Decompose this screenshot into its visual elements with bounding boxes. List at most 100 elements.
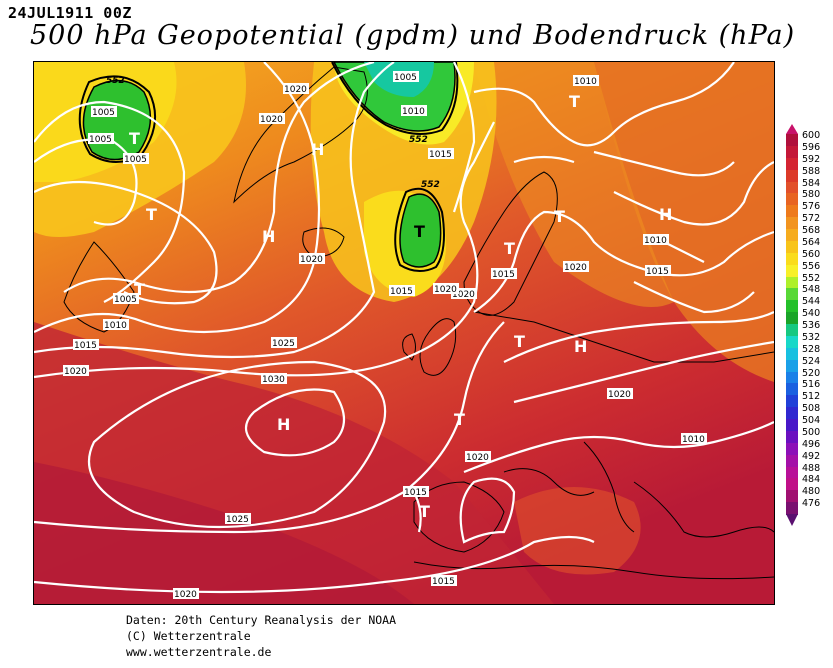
low-area-northwest xyxy=(82,79,152,161)
pressure-centers: T T T T T T T T T H H H H H T xyxy=(129,92,672,521)
labrador-coast xyxy=(63,241,135,333)
colorbar-label: 592 xyxy=(802,153,821,165)
low-pressure-marker: T xyxy=(146,205,157,224)
isobar-label-box xyxy=(563,261,589,272)
isobar-label: 1015 xyxy=(390,287,413,297)
weather-map[interactable]: 1005 1005 1020 1020 1005 1010 1015 1010 1020 1015… xyxy=(33,61,775,605)
isobar-label-box xyxy=(283,83,309,94)
isobar-label-box xyxy=(645,265,671,276)
colorbar-label: 552 xyxy=(802,272,821,284)
isobar-label: 1015 xyxy=(646,267,669,277)
isobar-label: 1005 xyxy=(114,295,137,305)
isobar-label-box xyxy=(73,339,99,350)
iberia-coast xyxy=(413,481,505,553)
isobar-label: 1010 xyxy=(402,107,425,117)
isobar-label-box xyxy=(88,133,114,144)
colorbar-segment xyxy=(786,134,798,147)
isobar-label-box xyxy=(123,153,149,164)
isobar-label-box xyxy=(63,365,89,376)
low-pressure-marker: T xyxy=(134,280,145,299)
isobar-label-box xyxy=(428,148,454,159)
isobar-label-box xyxy=(225,513,251,524)
colorbar-label: 600 xyxy=(802,130,821,141)
isobar-label-box xyxy=(91,106,117,117)
high-pressure-marker: H xyxy=(262,227,275,246)
isobar-label-box xyxy=(451,288,477,299)
france-south-coast xyxy=(503,468,595,496)
low-pressure-marker: T xyxy=(554,207,565,226)
colorbar-segment xyxy=(786,454,798,467)
colorbar-segment xyxy=(786,181,798,194)
isobar-label-box xyxy=(103,319,129,330)
colorbar-segment xyxy=(786,430,798,444)
colorbar-segment xyxy=(786,240,798,254)
isobar-label-box xyxy=(465,451,491,462)
colorbar-segment xyxy=(786,300,798,313)
isobar-label-box xyxy=(401,105,427,116)
high-pressure-marker: H xyxy=(311,140,324,159)
colorbar-label: 544 xyxy=(802,296,821,308)
colorbar-segment xyxy=(786,335,798,349)
colorbar-label: 536 xyxy=(802,320,821,331)
geopotential-patch-iberia xyxy=(514,487,641,575)
colorbar-segment xyxy=(786,264,798,277)
isobar-label-box xyxy=(173,588,199,599)
isobar-label: 1020 xyxy=(174,590,197,600)
isobar-label: 1015 xyxy=(404,488,427,498)
colorbar-label: 540 xyxy=(802,308,821,320)
isobar-label: 1020 xyxy=(452,290,475,300)
isobar-label: 1020 xyxy=(564,263,587,273)
isobar-label: 1015 xyxy=(492,270,515,280)
isobar-label-box xyxy=(389,285,415,296)
colorbar-label: 480 xyxy=(802,486,821,498)
low-pressure-marker: T xyxy=(454,410,465,429)
isobar-label-box xyxy=(491,268,517,279)
colorbar-bottom-arrow xyxy=(786,514,798,526)
isobar-label-box xyxy=(403,486,429,497)
isobar-label-box xyxy=(607,388,633,399)
low-pressure-marker: T xyxy=(129,129,140,148)
isobar-label: 1010 xyxy=(644,236,667,246)
colorbar-segment xyxy=(786,466,798,479)
colorbar-segment xyxy=(786,252,798,266)
isobar-labels: 1005100510201020100510101015101010201015… xyxy=(63,71,707,600)
colorbar-segment xyxy=(786,229,798,242)
isobar-label: 1020 xyxy=(608,390,631,400)
isobars xyxy=(34,62,774,594)
footer-website[interactable]: www.wetterzentrale.de xyxy=(126,645,272,659)
isobar-label: 1010 xyxy=(682,435,705,445)
colorbar-label: 596 xyxy=(802,141,821,153)
colorbar-segment xyxy=(786,502,798,515)
isobar-label: 1020 xyxy=(300,255,323,265)
isobar-label-box xyxy=(431,575,457,586)
low-pressure-marker: T xyxy=(504,239,515,258)
high-pressure-marker: H xyxy=(277,415,290,434)
europe-north-coast xyxy=(473,311,774,363)
colorbar-segment xyxy=(786,359,798,372)
colorbar-label: 492 xyxy=(802,450,821,462)
colorbar-segment xyxy=(786,490,798,503)
high-pressure-marker: H xyxy=(659,205,672,224)
geopotential-label: 552 xyxy=(106,76,125,86)
colorbar-segment xyxy=(786,407,798,420)
colorbar-segment xyxy=(786,288,798,301)
isobar-label: 1020 xyxy=(64,367,87,377)
colorbar-segment xyxy=(786,205,798,218)
isobar-label: 1010 xyxy=(574,77,597,87)
high-pressure-marker: H xyxy=(574,337,587,356)
colorbar-segment xyxy=(786,383,798,396)
isobar-label: 1005 xyxy=(92,108,115,118)
colorbar-label: 508 xyxy=(802,403,821,415)
colorbar-label: 548 xyxy=(802,284,821,296)
isobar-label-box xyxy=(271,337,297,348)
colorbar-label: 476 xyxy=(802,498,821,510)
colorbar-segment xyxy=(786,347,798,361)
isobar-label-box xyxy=(681,433,707,444)
isobar-label: 1020 xyxy=(260,115,283,125)
map-canvas: 1005100510201020100510101015101010201015… xyxy=(34,62,774,604)
low-pressure-marker: T xyxy=(569,92,580,111)
colorbar-segment xyxy=(786,157,798,171)
colorbar-label: 532 xyxy=(802,331,821,343)
isobar-label-box xyxy=(393,71,419,82)
italy-coast xyxy=(583,441,635,533)
